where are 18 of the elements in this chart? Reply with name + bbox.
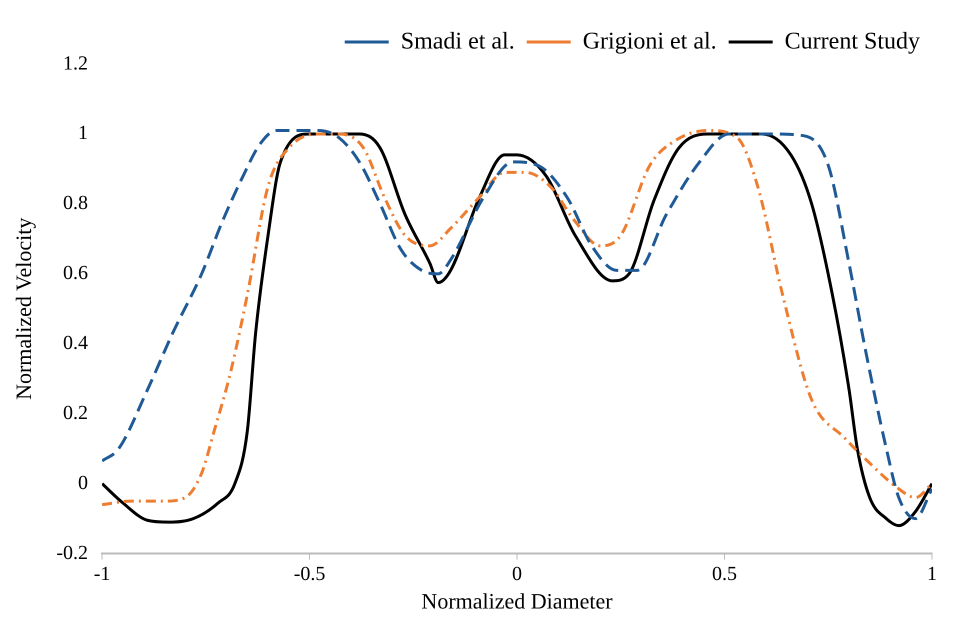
x-tick-label: -0.5 — [294, 562, 326, 585]
x-axis-title: Normalized Diameter — [421, 588, 614, 614]
x-tick-label: 1 — [927, 562, 937, 585]
y-tick-label: 0.2 — [63, 402, 88, 424]
legend-label: Grigioni et al. — [582, 28, 717, 54]
y-tick-label: 0.8 — [63, 192, 88, 214]
y-tick-label: 0.4 — [63, 332, 88, 354]
y-tick-label: 0.6 — [63, 262, 88, 284]
x-tick-label: 0.5 — [712, 562, 738, 585]
x-tick-label: -1 — [94, 562, 110, 585]
y-tick-label: 1 — [78, 122, 88, 144]
legend-label: Current Study — [784, 28, 920, 54]
y-tick-label: 0 — [78, 472, 88, 494]
y-axis-title: Normalized Velocity — [10, 218, 36, 400]
y-tick-label: -0.2 — [56, 542, 88, 564]
x-tick-label: 0 — [512, 562, 522, 585]
y-tick-label: 1.2 — [63, 52, 88, 74]
legend-label: Smadi et al. — [400, 28, 515, 54]
